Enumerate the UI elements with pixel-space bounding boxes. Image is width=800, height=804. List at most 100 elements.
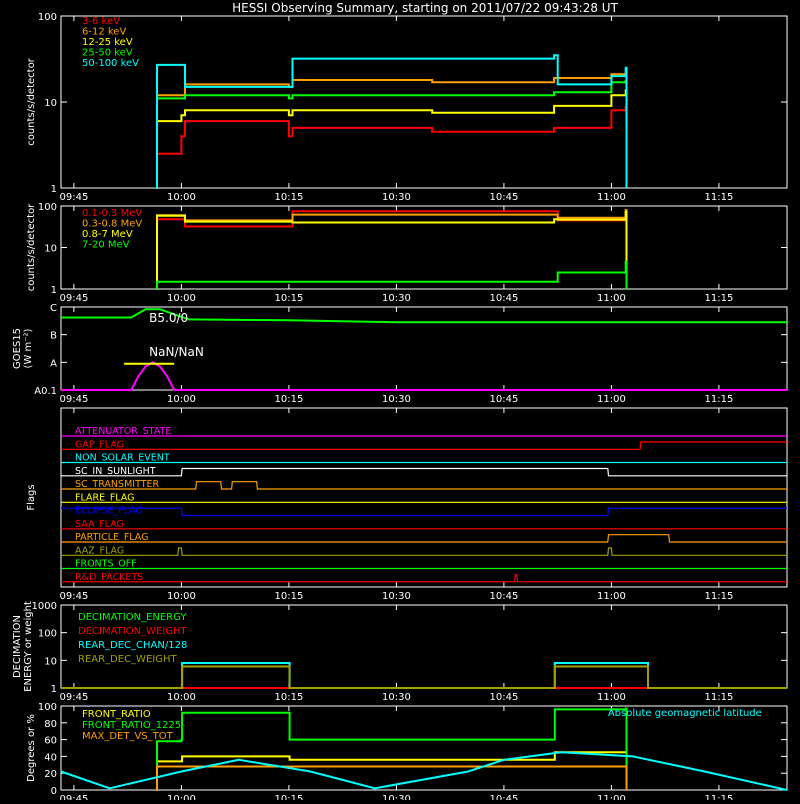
flag-label: SAA_FLAG [75, 519, 124, 530]
ratio-annotation: Absolute geomagnetic latitude [608, 708, 762, 719]
ratio-series-line [156, 765, 628, 791]
dec-ytick-label: 1 [51, 684, 57, 695]
flag-label: FLARE_FLAG [75, 492, 135, 503]
ratio-xtick-label: 11:00 [597, 794, 626, 800]
lo-ytick-label: 1 [51, 184, 57, 195]
dec-xtick-label: 10:15 [274, 692, 303, 703]
ratio-ytick-label: 60 [44, 736, 57, 747]
goes-xtick-label: 10:15 [274, 394, 303, 405]
flag-label: SC_TRANSMITTER [75, 479, 160, 490]
lo-ytick-label: 100 [38, 12, 57, 23]
dec-legend-entry: REAR_DEC_CHAN/128 [78, 640, 187, 651]
goes-xtick-label: 10:45 [489, 394, 518, 405]
ratio-series-line [156, 751, 628, 791]
lo-legend-entry: 12-25 keV [82, 37, 133, 48]
lo-series-line [156, 54, 628, 189]
dec-ytick-label: 10 [44, 656, 57, 667]
goes-xtick-label: 11:00 [597, 394, 626, 405]
flags-ylabel: Flags [26, 484, 37, 510]
goes-ylabel2: (W m⁻²) [23, 328, 34, 368]
goes-xtick-label: 10:00 [167, 394, 196, 405]
ratio-series-line [156, 707, 628, 791]
dec-xtick-label: 10:00 [167, 692, 196, 703]
hi-ytick-label: 100 [38, 202, 57, 213]
ratio-xtick-label: 10:15 [274, 794, 303, 800]
flag-line [61, 534, 787, 543]
dec-series-line [61, 665, 787, 689]
dec-ylabel2: ENERGY or weight [23, 601, 34, 692]
dec-ytick-label: 1000 [32, 601, 57, 612]
goes-annotation: NaN/NaN [149, 345, 204, 359]
flag-label: PARTICLE_FLAG [75, 532, 148, 543]
goes-annotation: B5.0/0 [149, 311, 188, 325]
hi-xtick-label: 11:15 [705, 293, 734, 304]
ratio-legend-entry: FRONT_RATIO [82, 709, 151, 720]
hi-xtick-label: 10:45 [489, 293, 518, 304]
ratio-xtick-label: 10:45 [489, 794, 518, 800]
goes-series-line [61, 361, 787, 391]
lo-xtick-label: 10:15 [274, 192, 303, 203]
ratio-xtick-label: 10:30 [382, 794, 411, 800]
ratio-xtick-label: 09:45 [59, 794, 88, 800]
flag-label: FRONTS_OFF [75, 559, 137, 570]
dec-ylabel: DECIMATION [12, 615, 23, 678]
hi-legend-entry: 7-20 MeV [82, 240, 130, 251]
flags-frame [60, 407, 788, 588]
flag-label: R&D_PACKETS [75, 572, 143, 583]
ratio-ytick-label: 40 [44, 752, 57, 763]
hi-series-line [156, 210, 628, 290]
goes-xtick-label: 09:45 [59, 394, 88, 405]
lo-legend-entry: 50-100 keV [82, 58, 139, 69]
lo-xtick-label: 11:00 [597, 192, 626, 203]
goes-xtick-label: 10:30 [382, 394, 411, 405]
goes-series-line [61, 308, 787, 324]
ratio-ytick-label: 0 [51, 786, 57, 797]
dec-legend-entry: DECIMATION_WEIGHT [78, 626, 187, 637]
goes-ytick-label: B [50, 331, 57, 342]
hi-ylabel: counts/s/detector [26, 203, 37, 291]
hi-ytick-label: 1 [51, 285, 57, 296]
flags-xtick-label: 10:45 [489, 591, 518, 602]
hi-legend-entry: 0.1-0.3 MeV [82, 208, 142, 219]
lo-series-line [156, 80, 627, 189]
dec-xtick-label: 11:15 [705, 692, 734, 703]
goes-ylabel: GOES15 [12, 328, 23, 369]
lo-xtick-label: 11:15 [705, 192, 734, 203]
flag-label: SC_IN_SUNLIGHT [75, 466, 156, 477]
flag-label: NON_SOLAR_EVENT [75, 453, 170, 464]
lo-legend-entry: 6-12 keV [82, 27, 126, 38]
dec-xtick-label: 09:45 [59, 692, 88, 703]
ratio-legend-entry: FRONT_RATIO_1225 [82, 720, 181, 731]
hi-xtick-label: 10:15 [274, 293, 303, 304]
hi-series-line [156, 260, 628, 290]
ratio-ytick-label: 100 [38, 702, 57, 713]
ratio-legend-entry: MAX_DET_VS_TOT [82, 731, 174, 742]
ratio-xtick-label: 11:15 [705, 794, 734, 800]
figure-title: HESSI Observing Summary, starting on 201… [232, 1, 618, 15]
lo-series-line [156, 105, 627, 189]
ratio-ytick-label: 80 [44, 719, 57, 730]
lo-xtick-label: 09:45 [59, 192, 88, 203]
flags-xtick-label: 11:00 [597, 591, 626, 602]
hi-ytick-label: 10 [44, 244, 57, 255]
flag-label: AAZ_FLAG [75, 545, 124, 556]
ratio-ytick-label: 20 [44, 769, 57, 780]
flag-label: ECLIPSE_FLAG [75, 506, 143, 517]
ratio-frame [60, 705, 788, 791]
goes-ytick-label: A0.1 [34, 386, 57, 397]
flag-line [61, 441, 787, 450]
goes-xtick-label: 11:15 [705, 394, 734, 405]
dec-xtick-label: 10:45 [489, 692, 518, 703]
hi-xtick-label: 10:30 [382, 293, 411, 304]
dec-xtick-label: 11:00 [597, 692, 626, 703]
lo-xtick-label: 10:45 [489, 192, 518, 203]
hi-xtick-label: 11:00 [597, 293, 626, 304]
dec-legend-entry: DECIMATION_ENERGY [78, 612, 187, 623]
lo-xtick-label: 10:00 [167, 192, 196, 203]
flags-xtick-label: 10:30 [382, 591, 411, 602]
dec-legend-entry: REAR_DEC_WEIGHT [78, 654, 177, 665]
lo-ytick-label: 10 [44, 98, 57, 109]
